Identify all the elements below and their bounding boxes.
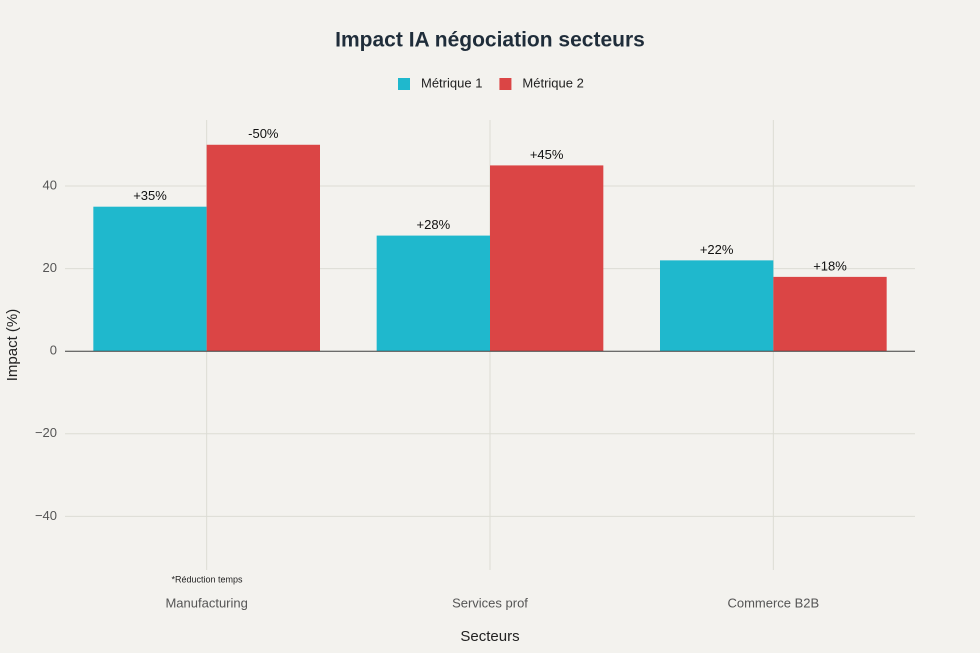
chart-title: Impact IA négociation secteurs bbox=[335, 29, 645, 52]
value-label: +35% bbox=[133, 188, 167, 203]
value-label: +45% bbox=[530, 147, 564, 162]
legend-swatch bbox=[398, 78, 410, 90]
legend-swatch bbox=[499, 78, 512, 90]
x-tick-label: Commerce B2B bbox=[727, 595, 819, 610]
value-label: +18% bbox=[813, 258, 847, 273]
bar bbox=[660, 260, 774, 352]
y-tick-label: 20 bbox=[43, 260, 57, 275]
x-tick-label: Services prof bbox=[452, 595, 528, 610]
bar bbox=[490, 165, 604, 352]
y-axis-title: Impact (%) bbox=[4, 309, 21, 382]
bar bbox=[206, 144, 320, 352]
y-tick-label: −20 bbox=[35, 425, 57, 440]
bar bbox=[376, 235, 490, 352]
annotation: *Réduction temps bbox=[171, 574, 243, 584]
x-axis-title: Secteurs bbox=[460, 628, 519, 645]
legend-label: Métrique 2 bbox=[522, 75, 583, 90]
x-tick-label: Manufacturing bbox=[165, 595, 247, 610]
bar bbox=[93, 206, 207, 352]
y-tick-label: −40 bbox=[35, 508, 57, 523]
legend-label: Métrique 1 bbox=[421, 75, 482, 90]
value-label: +22% bbox=[700, 242, 734, 257]
bar bbox=[773, 276, 887, 352]
y-tick-label: 40 bbox=[43, 177, 57, 192]
y-tick-label: 0 bbox=[50, 343, 57, 358]
value-label: +28% bbox=[417, 217, 451, 232]
value-label: -50% bbox=[248, 126, 279, 141]
